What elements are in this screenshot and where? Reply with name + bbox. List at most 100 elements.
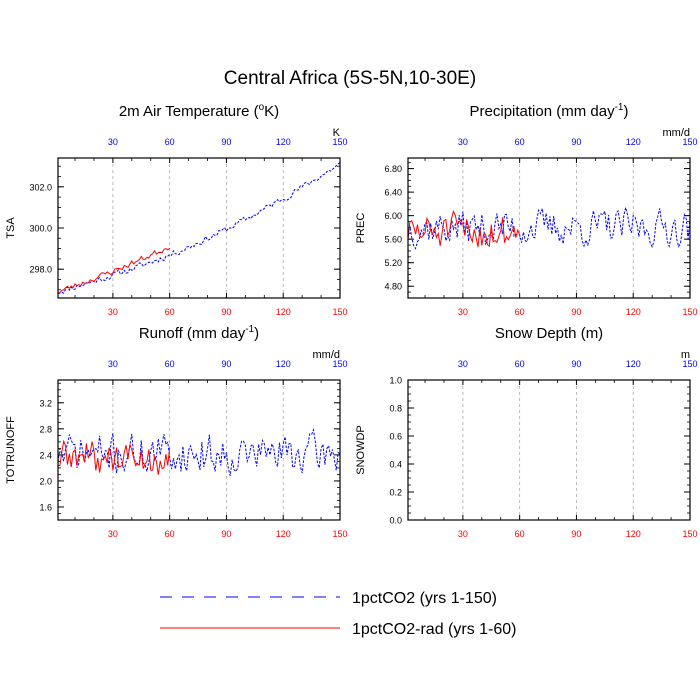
x-tick-label-bottom: 90 xyxy=(221,307,231,317)
y-tick-label: 2.0 xyxy=(39,476,52,486)
x-tick-label-top: 120 xyxy=(276,359,291,369)
panel-title-main: Snow Depth (m) xyxy=(495,325,603,342)
panel-title-main: Runoff (mm day xyxy=(139,325,246,342)
panel-title-sup: -1 xyxy=(245,324,254,335)
panel-prec: Precipitation (mm day-1) mm/d 30 30 60 60 90 90… xyxy=(355,102,698,317)
y-tick-label: 3.2 xyxy=(39,398,52,408)
series-line-solid xyxy=(408,209,521,248)
x-tick-label-bottom: 150 xyxy=(682,307,697,317)
y-tick-label: 5.60 xyxy=(384,235,402,245)
y-axis-label: TSA xyxy=(5,217,17,239)
x-tick-label-top: 120 xyxy=(626,359,641,369)
y-tick-label: 5.20 xyxy=(384,258,402,268)
x-tick-label-top: 90 xyxy=(571,359,581,369)
y-tick-label: 6.00 xyxy=(384,211,402,221)
unit-label: mm/d xyxy=(313,349,341,361)
x-tick-label-top: 30 xyxy=(108,359,118,369)
panel-title-end: ) xyxy=(254,325,259,342)
x-tick-label-top: 30 xyxy=(458,359,468,369)
series-line-solid xyxy=(58,247,170,294)
plot-frame xyxy=(57,379,341,521)
panel-snowdp: Snow Depth (m) m 30 30 60 60 90 90 120 120 150 150 0… xyxy=(355,325,698,539)
y-tick-label: 4.80 xyxy=(384,282,402,292)
y-tick-label: 0.2 xyxy=(389,488,402,498)
x-tick-label-top: 30 xyxy=(108,137,118,147)
panel-title-sup: o xyxy=(259,102,265,113)
panel-title: Runoff (mm day-1) xyxy=(139,324,259,342)
legend-label: 1pctCO2-rad (yrs 1-60) xyxy=(352,621,517,638)
x-tick-label-bottom: 30 xyxy=(458,307,468,317)
panel-title: Precipitation (mm day-1) xyxy=(470,102,629,120)
plot-frame xyxy=(57,157,341,299)
x-tick-label-bottom: 90 xyxy=(571,307,581,317)
x-tick-label-top: 150 xyxy=(682,137,697,147)
panel-title-main: Precipitation (mm day xyxy=(470,103,616,120)
legend: 1pctCO2 (yrs 1-150) 1pctCO2-rad (yrs 1-60… xyxy=(160,590,517,638)
x-tick-label-top: 60 xyxy=(515,137,525,147)
unit-label: mm/d xyxy=(663,127,691,139)
x-tick-label-bottom: 120 xyxy=(626,529,641,539)
x-tick-label-bottom: 30 xyxy=(458,529,468,539)
x-tick-label-bottom: 150 xyxy=(332,307,347,317)
x-tick-label-bottom: 120 xyxy=(276,529,291,539)
unit-label: m xyxy=(681,349,690,361)
y-tick-label: 6.40 xyxy=(384,188,402,198)
series-line-solid xyxy=(58,439,171,475)
y-tick-label: 1.6 xyxy=(39,502,52,512)
plot-frame xyxy=(407,157,691,299)
x-tick-label-bottom: 120 xyxy=(276,307,291,317)
y-tick-label: 2.8 xyxy=(39,424,52,434)
x-tick-label-bottom: 150 xyxy=(682,529,697,539)
x-tick-label-bottom: 60 xyxy=(515,307,525,317)
x-tick-label-top: 120 xyxy=(276,137,291,147)
x-tick-label-top: 150 xyxy=(682,359,697,369)
y-tick-label: 302.0 xyxy=(29,182,52,192)
y-tick-label: 0.8 xyxy=(389,404,402,414)
x-tick-label-top: 90 xyxy=(221,137,231,147)
x-tick-label-top: 30 xyxy=(458,137,468,147)
panel-title: 2m Air Temperature (oK) xyxy=(119,102,279,120)
x-tick-label-top: 90 xyxy=(221,359,231,369)
x-tick-label-top: 60 xyxy=(165,359,175,369)
series-group xyxy=(58,427,340,476)
x-tick-label-top: 60 xyxy=(165,137,175,147)
y-tick-label: 0.6 xyxy=(389,432,402,442)
y-tick-label: 0.0 xyxy=(389,516,402,526)
y-axis-label: TOTRUNOFF xyxy=(5,416,17,484)
unit-label: K xyxy=(333,127,341,139)
y-axis-label: PREC xyxy=(355,213,367,244)
panel-title-sup: -1 xyxy=(615,102,624,113)
x-tick-label-top: 150 xyxy=(332,359,347,369)
y-tick-label: 1.0 xyxy=(389,376,402,386)
x-tick-label-top: 90 xyxy=(571,137,581,147)
y-tick-label: 6.80 xyxy=(384,164,402,174)
series-group xyxy=(58,162,340,294)
x-tick-label-top: 60 xyxy=(515,359,525,369)
series-line-dashed xyxy=(58,162,340,294)
y-tick-label: 298.0 xyxy=(29,265,52,275)
panel-title: Snow Depth (m) xyxy=(495,325,603,342)
x-tick-label-bottom: 60 xyxy=(165,307,175,317)
y-tick-label: 2.4 xyxy=(39,450,52,460)
x-tick-label-bottom: 30 xyxy=(108,307,118,317)
legend-label: 1pctCO2 (yrs 1-150) xyxy=(352,590,497,607)
plot-frame xyxy=(407,379,691,521)
x-tick-label-top: 150 xyxy=(332,137,347,147)
series-group xyxy=(408,207,690,250)
y-tick-label: 300.0 xyxy=(29,224,52,234)
y-tick-label: 0.4 xyxy=(389,460,402,470)
x-tick-label-top: 120 xyxy=(626,137,641,147)
panel-title-main: 2m Air Temperature ( xyxy=(119,103,259,120)
panel-tsa: 2m Air Temperature (oK) K 30 30 60 60 90 90 120 1… xyxy=(5,102,348,317)
x-tick-label-bottom: 90 xyxy=(221,529,231,539)
x-tick-label-bottom: 90 xyxy=(571,529,581,539)
x-tick-label-bottom: 60 xyxy=(515,529,525,539)
series-line-dashed xyxy=(408,207,690,250)
panel-title-end: K) xyxy=(264,103,279,120)
x-tick-label-bottom: 60 xyxy=(165,529,175,539)
panel-runoff: Runoff (mm day-1) mm/d 30 30 60 60 90 90 120 120 1… xyxy=(5,324,348,539)
figure-title: Central Africa (5S-5N,10-30E) xyxy=(224,68,476,89)
panel-title-end: ) xyxy=(623,103,628,120)
x-tick-label-bottom: 120 xyxy=(626,307,641,317)
